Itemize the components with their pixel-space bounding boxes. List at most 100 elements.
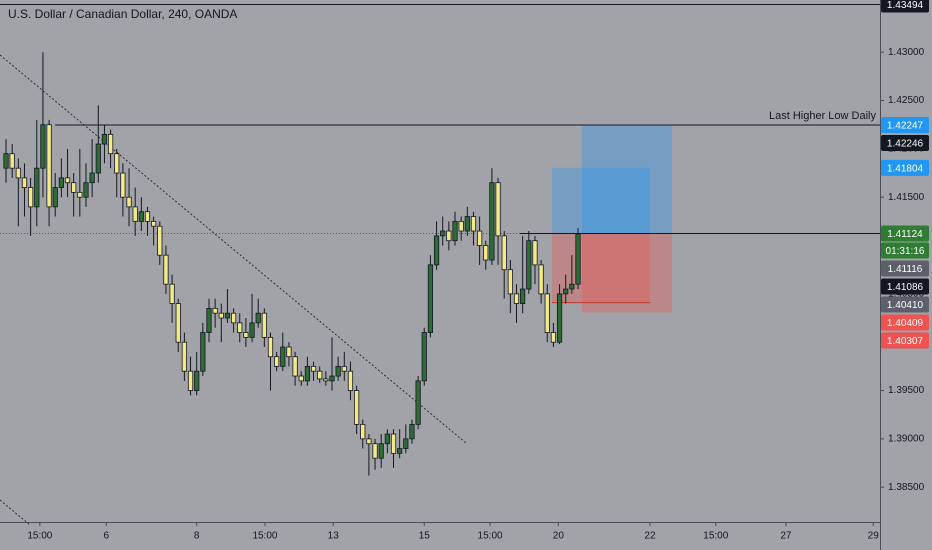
candle-body (513, 293, 520, 304)
candle-body (163, 254, 169, 285)
candle-body (483, 245, 489, 261)
candle-body (477, 230, 483, 246)
candle-body (3, 153, 9, 169)
price-label-box (881, 332, 929, 349)
candle-body (21, 177, 28, 188)
price-label-box (881, 314, 929, 331)
candle-body (286, 346, 292, 358)
candle-body (206, 307, 212, 333)
candle-body (107, 133, 114, 155)
candle-body (440, 230, 446, 237)
price-label: 1.41116 (888, 264, 923, 275)
price-label-box (881, 159, 929, 176)
candle-body (347, 370, 354, 391)
price-label: 1.40409 (887, 318, 924, 329)
y-tick-label: 1.41500 (888, 192, 925, 203)
candle-body (550, 332, 557, 343)
candle-body (101, 133, 108, 145)
candle-body (71, 182, 77, 193)
candle-body (366, 438, 372, 445)
x-tick-label: 15:00 (252, 531, 277, 542)
price-label-box (881, 116, 929, 133)
candle-body (138, 211, 144, 222)
candle-body (274, 356, 280, 367)
candle-body (224, 312, 231, 319)
candle-body (255, 312, 261, 324)
candle-body (464, 216, 470, 232)
price-label: 1.41124 (887, 229, 923, 240)
candle-body (218, 312, 224, 319)
candle-body (243, 332, 249, 338)
candle-body (83, 182, 89, 198)
candle-body (372, 443, 378, 459)
target-zone (582, 124, 672, 234)
price-label: 1.40307 (887, 336, 924, 347)
price-label-box (881, 278, 929, 295)
candle-body (126, 196, 132, 208)
candle-body (230, 312, 237, 324)
candle-body (556, 293, 563, 343)
candle-body (175, 303, 181, 343)
x-tick-label: 15:00 (27, 531, 52, 542)
price-label: 1.42246 (887, 139, 924, 150)
candle-body (267, 336, 274, 358)
chart-title: U.S. Dollar / Canadian Dollar, 240, OAND… (8, 7, 237, 21)
annotation-text: Last Higher Low Daily (769, 110, 876, 122)
candle-body (470, 216, 477, 232)
candle-body (335, 365, 341, 377)
x-tick-label: 27 (780, 531, 792, 542)
candle-body (40, 124, 46, 169)
candle-body (194, 370, 200, 391)
candle-body (169, 283, 175, 304)
candle-body (520, 288, 526, 304)
candle-body (489, 182, 495, 261)
x-tick-label: 22 (644, 531, 656, 542)
price-label: 1.43494 (887, 0, 924, 11)
candle-body (415, 380, 421, 425)
candle-body (360, 423, 366, 440)
y-tick-label: 1.39000 (888, 434, 925, 445)
countdown: 01:31:16 (886, 246, 925, 257)
candle-body (304, 365, 310, 382)
candle-body (507, 269, 513, 295)
candle-body (427, 264, 434, 333)
candle-body (181, 341, 187, 372)
candle-body (384, 433, 390, 445)
candle-body (187, 370, 194, 391)
candle-body (200, 332, 206, 372)
candles (3, 52, 581, 476)
candle-body (341, 365, 347, 372)
candle-body (46, 124, 52, 208)
candle-body (354, 390, 360, 425)
candle-body (323, 378, 329, 382)
candle-body (120, 172, 126, 198)
candle-body (77, 191, 83, 198)
candle-body (452, 220, 458, 242)
candle-body (15, 167, 21, 179)
y-tick-label: 1.39500 (888, 385, 925, 396)
candle-body (397, 448, 403, 454)
candle-body (132, 206, 138, 222)
trend-line (0, 499, 31, 526)
candle-body (569, 283, 575, 290)
candle-body (52, 187, 58, 208)
price-label: 1.42247 (887, 121, 924, 132)
price-label-box (881, 0, 929, 13)
candle-body (298, 375, 304, 382)
y-tick-label: 1.43000 (888, 47, 925, 58)
stop-zone (582, 233, 672, 313)
candle-body (433, 235, 440, 266)
price-label: 1.41804 (887, 163, 924, 174)
candle-body (249, 322, 255, 338)
candle-body (144, 211, 151, 222)
axes: 1.430001.425001.420001.415001.405001.400… (27, 0, 929, 542)
position-boxes (552, 124, 672, 313)
y-tick-label: 1.42500 (888, 95, 925, 106)
countdown-box (881, 242, 929, 259)
levels: Last Higher Low Daily (0, 3, 880, 235)
candle-body (538, 264, 544, 295)
price-label: 1.40410 (887, 300, 924, 311)
candle-body (261, 312, 267, 338)
price-label-box (881, 296, 929, 313)
